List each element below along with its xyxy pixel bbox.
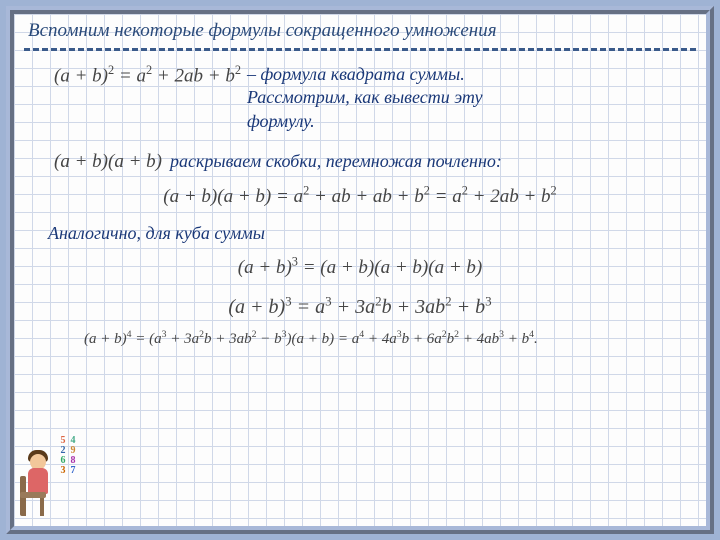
expansion-row: (a + b)(a + b) = a2 + ab + ab + b2 = a2 … (24, 183, 696, 207)
desc-l3: формулу. (247, 111, 315, 131)
desc-l1: – формула квадрата суммы. (247, 64, 465, 84)
product-row: (a + b)(a + b) раскрываем скобки, перемн… (24, 151, 696, 173)
fourth-power-formula: (a + b)4 = (a3 + 3a2b + 3ab2 − b3)(a + b… (84, 329, 538, 348)
product-formula: (a + b)(a + b) (24, 151, 162, 173)
square-formula-desc: – формула квадрата суммы. Рассмотрим, ка… (247, 63, 482, 133)
floating-digits: 54 29 68 37 (58, 436, 78, 476)
product-desc: раскрываем скобки, перемножая почленно: (170, 151, 502, 172)
fourth-power-row: (a + b)4 = (a3 + 3a2b + 3ab2 − b3)(a + b… (24, 329, 696, 348)
page-title: Вспомним некоторые формулы сокращенного … (24, 20, 696, 42)
page-frame: Вспомним некоторые формулы сокращенного … (6, 6, 714, 534)
cube-heading: Аналогично, для куба суммы (48, 222, 696, 245)
chair (20, 476, 50, 516)
cube-factored-row: (a + b)3 = (a + b)(a + b)(a + b) (24, 255, 696, 279)
title-divider (24, 48, 696, 51)
cube-expanded: (a + b)3 = a3 + 3a2b + 3ab2 + b3 (228, 296, 491, 318)
student-illustration: 54 29 68 37 (20, 436, 78, 516)
desc-l2: Рассмотрим, как вывести эту (247, 87, 482, 107)
cube-factored: (a + b)3 = (a + b)(a + b)(a + b) (238, 257, 482, 278)
cube-expanded-row: (a + b)3 = a3 + 3a2b + 3ab2 + b3 (24, 293, 696, 319)
square-formula-row: (a + b)2 = a2 + 2ab + b2 – формула квадр… (24, 63, 696, 133)
square-formula: (a + b)2 = a2 + 2ab + b2 (24, 63, 241, 87)
expansion-formula: (a + b)(a + b) = a2 + ab + ab + b2 = a2 … (163, 186, 556, 207)
